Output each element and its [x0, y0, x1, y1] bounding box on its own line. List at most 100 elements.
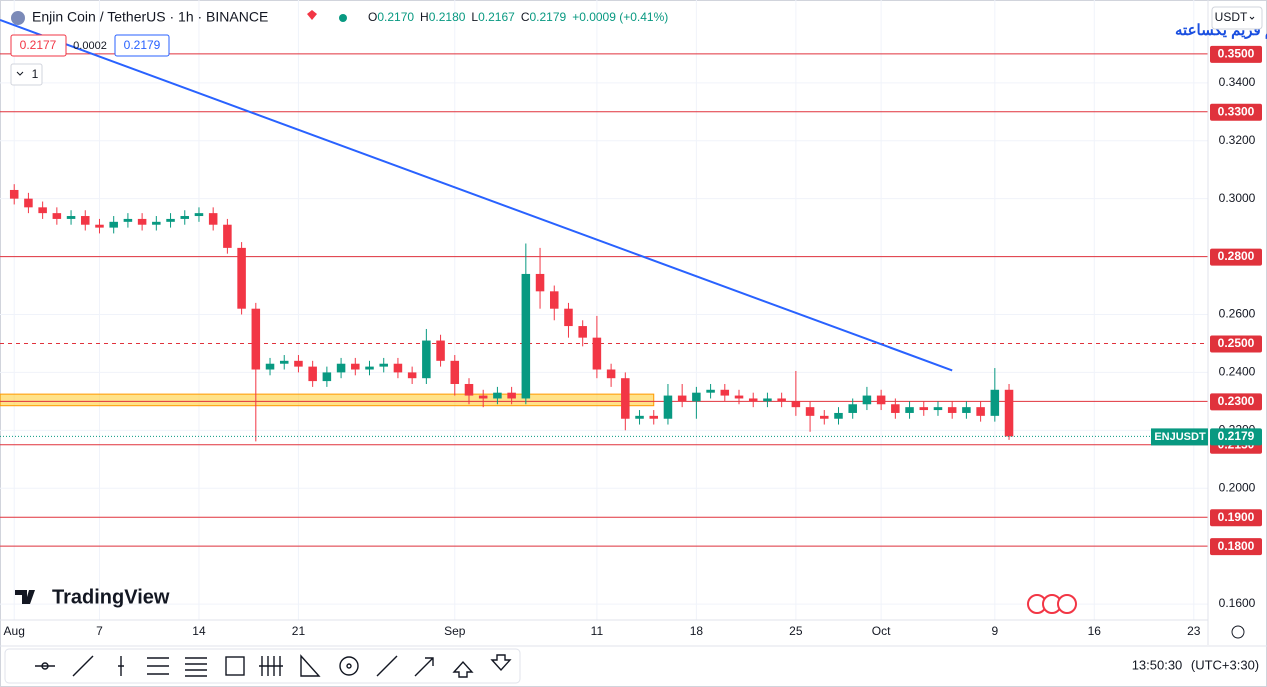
indicator-toggle[interactable] — [10, 63, 43, 86]
candle-body — [748, 398, 758, 402]
x-tick-label: 18 — [690, 624, 704, 638]
tool-icons[interactable] — [35, 654, 512, 678]
y-tick-label: 0.2400 — [1219, 365, 1256, 379]
x-tick-label: 25 — [789, 624, 803, 638]
level-label-box — [1210, 393, 1262, 411]
candle-body — [549, 291, 559, 309]
symbol[interactable]: Enjin Coin / TetherUS · 1h · BINANCE — [32, 9, 268, 25]
spread: 0.0002 — [73, 40, 107, 52]
candle-body — [407, 372, 417, 379]
currency-button[interactable] — [1211, 6, 1263, 30]
buy-price: 0.2179 — [124, 38, 161, 52]
candle-body — [251, 308, 261, 370]
candle-body — [834, 412, 843, 419]
level-label: 0.3500 — [1218, 47, 1255, 61]
sell-price: 0.2177 — [20, 38, 57, 52]
y-tick-label: 0.3400 — [1219, 75, 1256, 89]
ohlc-key: O — [368, 10, 377, 24]
x-tick-label: 14 — [192, 624, 206, 638]
candle-body — [777, 398, 786, 402]
ohlc-key: H — [420, 10, 429, 24]
candle-body — [422, 340, 431, 379]
candle-body — [9, 189, 19, 199]
y-tick-label: 0.2600 — [1219, 307, 1256, 321]
clock: 13:50:30 — [1132, 657, 1183, 672]
level-label: 0.2800 — [1218, 249, 1255, 263]
axes: 0.16000.18000.20000.22000.24000.26000.28… — [4, 45, 1262, 638]
candle-body — [820, 415, 829, 419]
candle-body — [976, 407, 985, 416]
y-tick-label: 0.3000 — [1219, 191, 1256, 205]
ohlc-value: 0.2170 — [377, 10, 414, 24]
candle-body — [336, 363, 346, 373]
candle-body — [805, 407, 815, 416]
candle-body — [237, 247, 246, 309]
favorite-icon[interactable] — [307, 10, 317, 20]
candle-body — [166, 218, 175, 222]
candle-body — [464, 383, 474, 396]
candle-body — [1004, 389, 1014, 437]
ohlc-key: C — [521, 10, 530, 24]
candle-body — [137, 218, 147, 225]
candle-body — [365, 366, 374, 370]
y-tick-label: 0.1600 — [1219, 596, 1256, 610]
ohlc-value: +0.0009 (+0.41%) — [572, 10, 668, 24]
candle-body — [720, 389, 730, 396]
candle-body — [919, 407, 929, 411]
event-flags[interactable] — [1027, 594, 1077, 614]
sell-box[interactable] — [10, 34, 67, 57]
candle-body — [123, 218, 133, 222]
candle-body — [223, 224, 232, 248]
candle-body — [692, 392, 701, 402]
settings-icon[interactable] — [1231, 625, 1245, 639]
logo: TradingView — [52, 586, 170, 608]
level-label-box — [1210, 248, 1262, 266]
candle-body — [891, 404, 900, 413]
candle-body — [564, 308, 573, 327]
candle-body — [706, 389, 715, 393]
candle-body — [848, 404, 857, 413]
indicator-count: 1 — [32, 67, 39, 81]
candle-body — [66, 216, 76, 219]
level-label-box — [1210, 45, 1262, 63]
candle-body — [578, 326, 587, 338]
candle-body — [947, 407, 957, 413]
candle-body — [52, 213, 62, 219]
candle-body — [507, 392, 516, 399]
candle-body — [279, 360, 289, 364]
candle-body — [493, 392, 502, 399]
y-tick-label: 0.2000 — [1219, 480, 1256, 494]
ohlc-key: L — [471, 10, 478, 24]
candle-body — [180, 216, 190, 219]
symbol-icon — [11, 11, 25, 25]
status-dot — [339, 14, 347, 22]
candle-body — [990, 389, 1000, 416]
candle-body — [393, 363, 403, 373]
candle-body — [734, 395, 744, 399]
last-price-label: 0.2179 — [1218, 429, 1255, 443]
x-tick-label: 11 — [591, 624, 604, 638]
level-label: 0.2300 — [1218, 394, 1255, 408]
x-tick-label: 9 — [991, 624, 998, 638]
buy-box[interactable] — [114, 34, 170, 57]
ohlc-value: 0.2180 — [429, 10, 466, 24]
candle-body — [38, 207, 47, 214]
x-tick-label: Sep — [444, 624, 466, 638]
timezone[interactable]: (UTC+3:30) — [1191, 657, 1259, 672]
candle-body — [208, 213, 218, 225]
level-label-box — [1210, 509, 1262, 527]
ui: Enjin Coin / TetherUS · 1h · BINANCE O0.… — [0, 6, 1267, 684]
ohlc: O0.2170 H0.2180 L0.2167 C0.2179 +0.0009 (+0.… — [368, 10, 668, 24]
logo-mark — [15, 590, 35, 604]
x-tick-label: Aug — [4, 624, 25, 638]
trendline — [0, 19, 953, 372]
candle-body — [379, 363, 388, 367]
ohlc-value: 0.2179 — [529, 10, 566, 24]
candle-body — [791, 401, 801, 408]
candle-body — [592, 337, 602, 370]
candle-body — [95, 224, 104, 228]
candle-body — [649, 415, 659, 419]
candle-body — [535, 273, 545, 292]
